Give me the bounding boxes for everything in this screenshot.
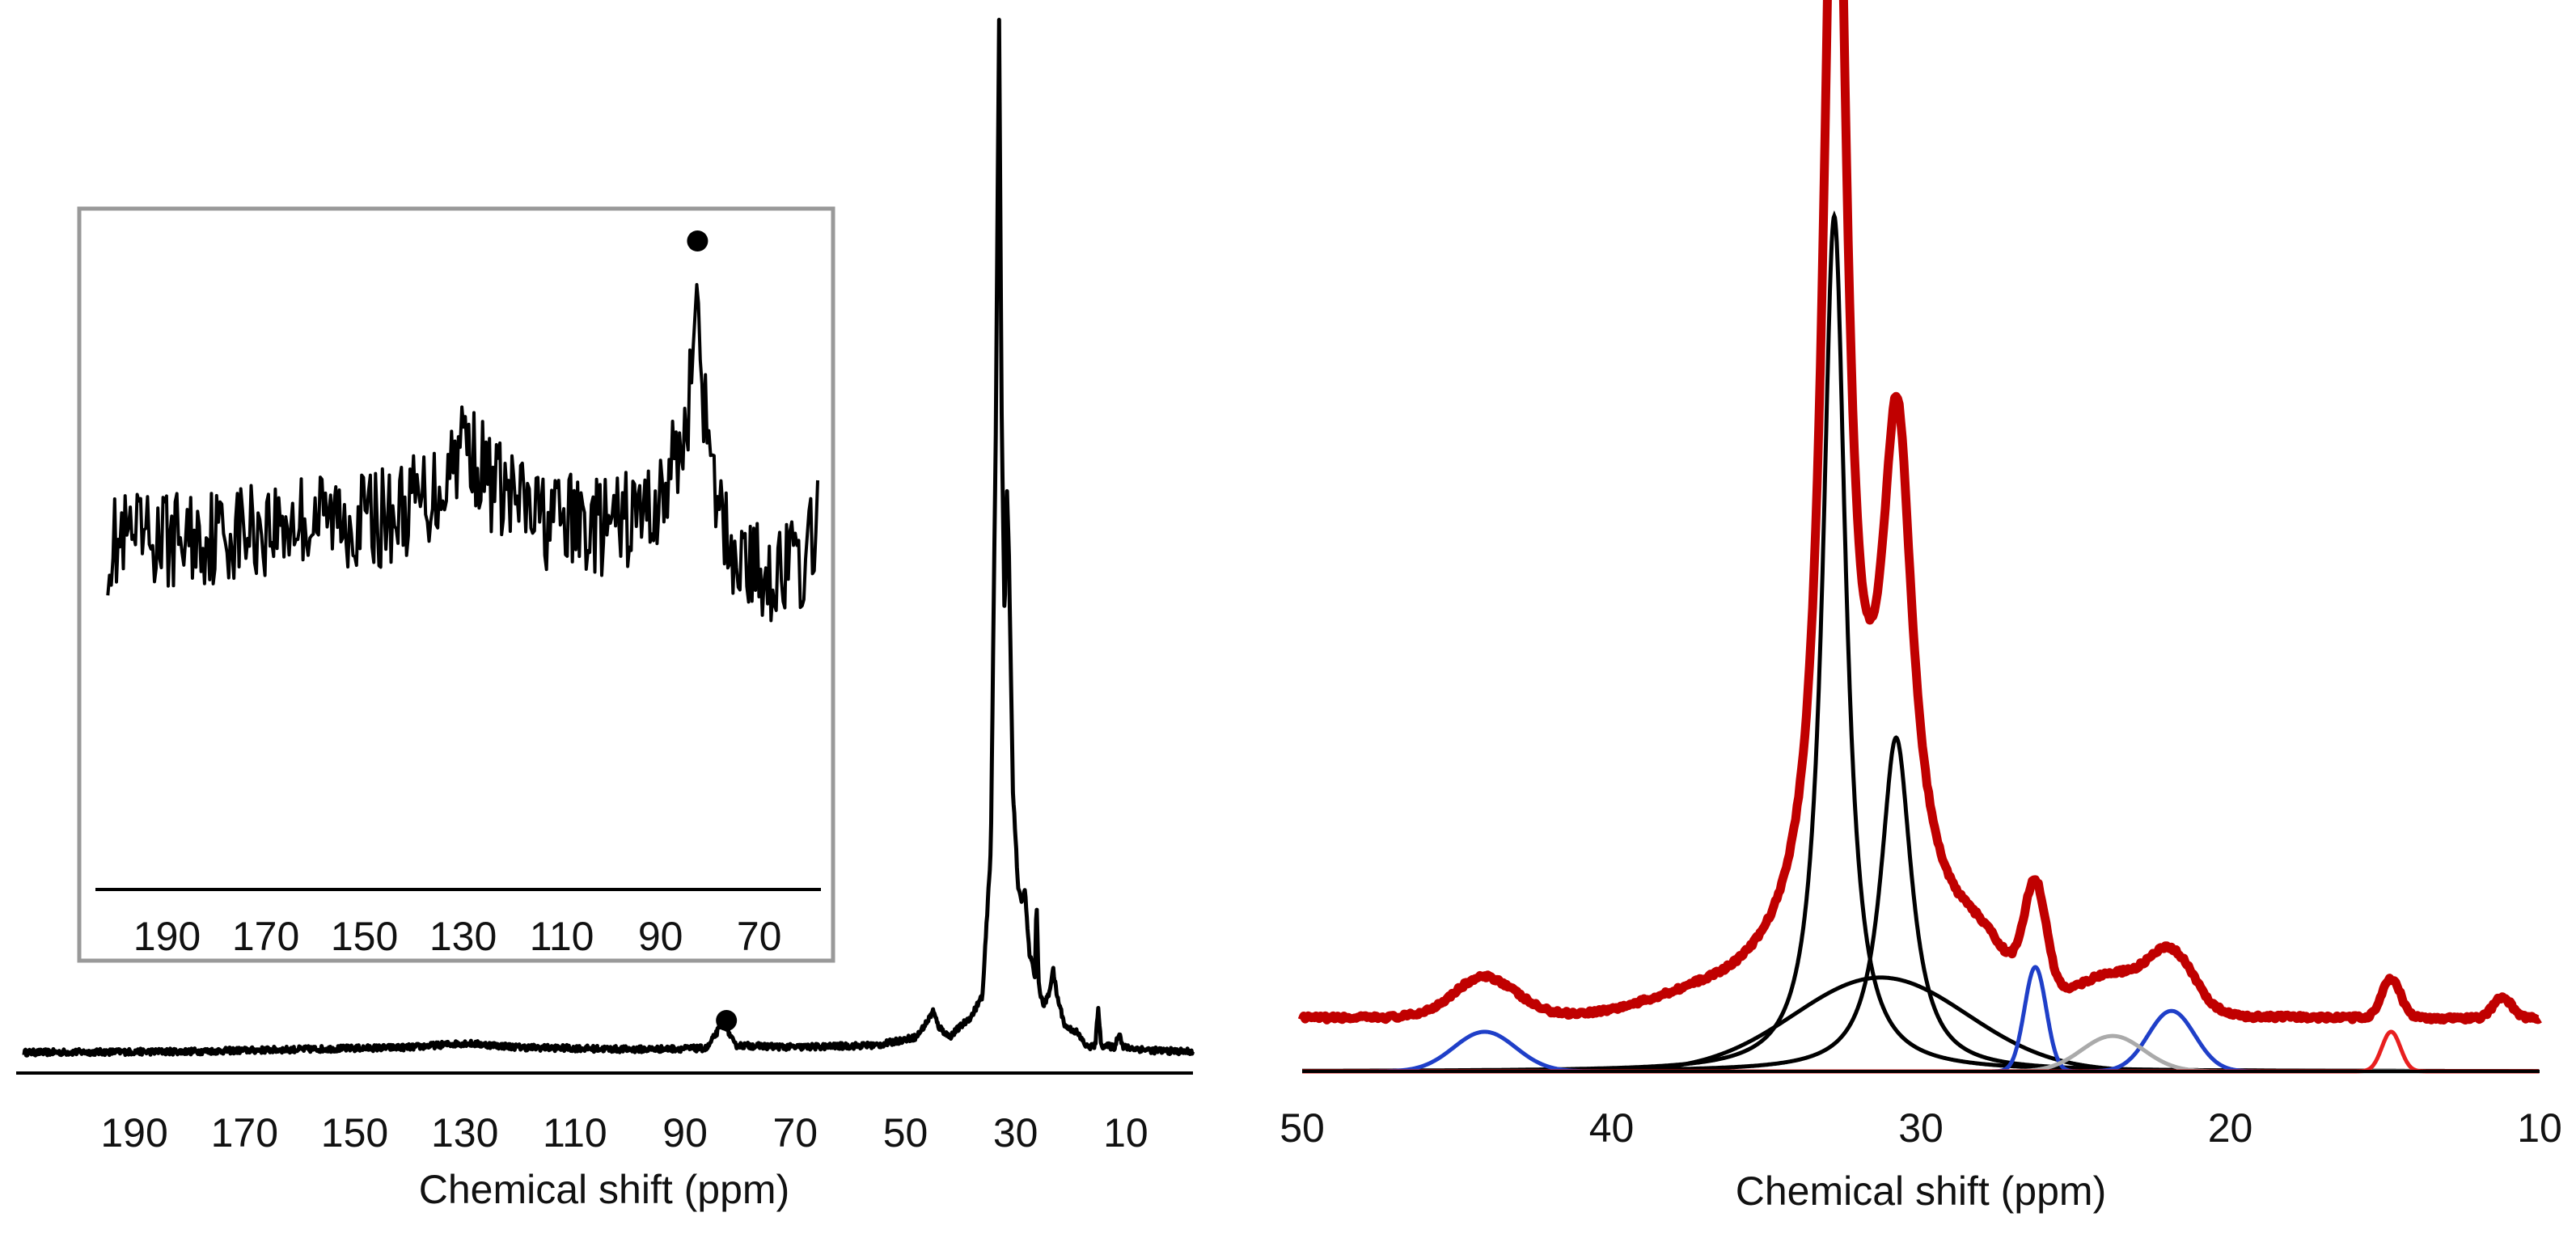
right-fit-components <box>1302 210 2540 1074</box>
left-spectrum-line <box>22 18 1195 1058</box>
right-tick-40: 40 <box>1589 1105 1635 1151</box>
right-tick-50: 50 <box>1280 1105 1325 1151</box>
inset-tick-190: 190 <box>133 914 201 959</box>
inset-spectrum-line <box>106 283 819 623</box>
inset-tick-130: 130 <box>429 914 497 959</box>
left-tick-30: 30 <box>993 1110 1038 1156</box>
fit-component-3 <box>1302 975 2540 1074</box>
left-tick-70: 70 <box>772 1110 818 1156</box>
inset-peak-marker <box>687 230 709 251</box>
inset-panel: 190 170 150 130 110 90 70 <box>77 206 835 963</box>
right-spectrum-panel: 50 40 30 20 10 Chemical shift (ppm) <box>1280 0 2562 1214</box>
right-x-axis-label: Chemical shift (ppm) <box>1736 1168 2106 1214</box>
fit-component-7 <box>1302 1033 2540 1074</box>
right-tick-20: 20 <box>2208 1105 2253 1151</box>
inset-tick-90: 90 <box>638 914 683 959</box>
right-tick-30: 30 <box>1898 1105 1944 1151</box>
right-x-tick-labels: 50 40 30 20 10 <box>1280 1105 2562 1151</box>
inset-frame <box>77 206 835 963</box>
left-tick-170: 170 <box>211 1110 278 1156</box>
left-peak-marker <box>716 1010 738 1031</box>
left-tick-150: 150 <box>321 1110 388 1156</box>
left-x-tick-labels: 190 170 150 130 110 90 70 50 30 10 <box>100 1110 1148 1156</box>
right-tick-10: 10 <box>2517 1105 2562 1151</box>
inset-tick-150: 150 <box>331 914 398 959</box>
inset-tick-110: 110 <box>530 914 594 959</box>
left-tick-190: 190 <box>100 1110 167 1156</box>
left-spectrum-panel: 190 170 150 130 110 90 70 50 30 10 Chemical shift… <box>16 18 1195 1212</box>
left-tick-130: 130 <box>431 1110 498 1156</box>
inset-tick-70: 70 <box>737 914 782 959</box>
left-tick-110: 110 <box>543 1110 607 1156</box>
left-tick-90: 90 <box>662 1110 708 1156</box>
inset-x-tick-labels: 190 170 150 130 110 90 70 <box>133 914 782 959</box>
left-tick-50: 50 <box>883 1110 928 1156</box>
inset-tick-170: 170 <box>232 914 299 959</box>
left-x-axis-label: Chemical shift (ppm) <box>419 1167 789 1212</box>
left-tick-10: 10 <box>1103 1110 1148 1156</box>
right-envelope-line <box>1297 0 2543 1025</box>
